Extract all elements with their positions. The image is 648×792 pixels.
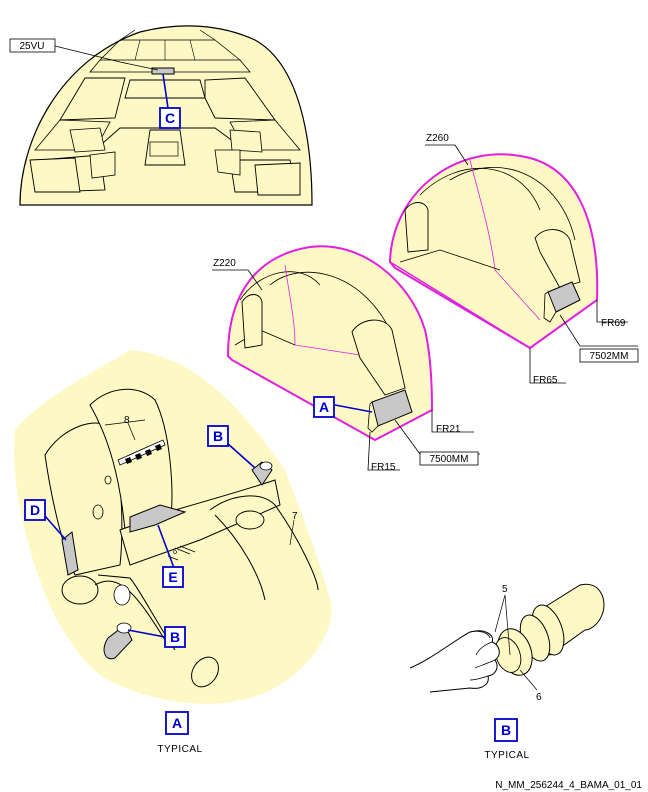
callout-b-top-text: B — [213, 428, 223, 444]
callout-b-top[interactable]: B — [207, 425, 229, 447]
detail-b-caption[interactable]: B — [494, 718, 518, 742]
caption-typical-b: TYPICAL — [484, 750, 529, 761]
callout-b-lower[interactable]: B — [164, 626, 186, 648]
detail-b-caption-letter: B — [501, 722, 511, 738]
label-fr15: FR15 — [371, 462, 396, 473]
zone-z260 — [388, 144, 638, 384]
callout-d[interactable]: D — [24, 499, 46, 521]
callout-e-text: E — [168, 569, 177, 585]
label-7: 7 — [292, 511, 298, 522]
callout-a-zone-text: A — [319, 399, 329, 415]
label-8: 8 — [124, 415, 130, 426]
label-25vu: 25VU — [9, 38, 56, 53]
label-7500mm: 7500MM — [419, 451, 479, 466]
callout-a-zone[interactable]: A — [313, 396, 335, 418]
detail-b-connector — [409, 583, 605, 693]
label-7502mm: 7502MM — [579, 348, 639, 363]
detail-a-caption[interactable]: A — [165, 711, 189, 735]
detail-a-seat — [14, 350, 332, 704]
callout-e[interactable]: E — [162, 566, 184, 588]
label-5: 5 — [502, 584, 508, 595]
callout-d-text: D — [30, 502, 40, 518]
label-z220: Z220 — [213, 258, 236, 269]
label-25vu-text: 25VU — [19, 41, 44, 52]
label-fr65: FR65 — [533, 375, 558, 386]
detail-a-caption-letter: A — [172, 715, 182, 731]
label-7500mm-text: 7500MM — [430, 454, 469, 465]
label-z260: Z260 — [426, 133, 449, 144]
callout-b-lower-text: B — [170, 629, 180, 645]
figure-reference: N_MM_256244_4_BAMA_01_01 — [495, 780, 642, 791]
callout-c-text: C — [165, 110, 175, 126]
label-7502mm-text: 7502MM — [590, 351, 629, 362]
label-fr69: FR69 — [601, 318, 626, 329]
zone-z220 — [212, 245, 480, 471]
label-6: 6 — [536, 692, 542, 703]
callout-c[interactable]: C — [159, 107, 181, 129]
label-fr21: FR21 — [436, 424, 461, 435]
caption-typical-a: TYPICAL — [157, 744, 202, 755]
